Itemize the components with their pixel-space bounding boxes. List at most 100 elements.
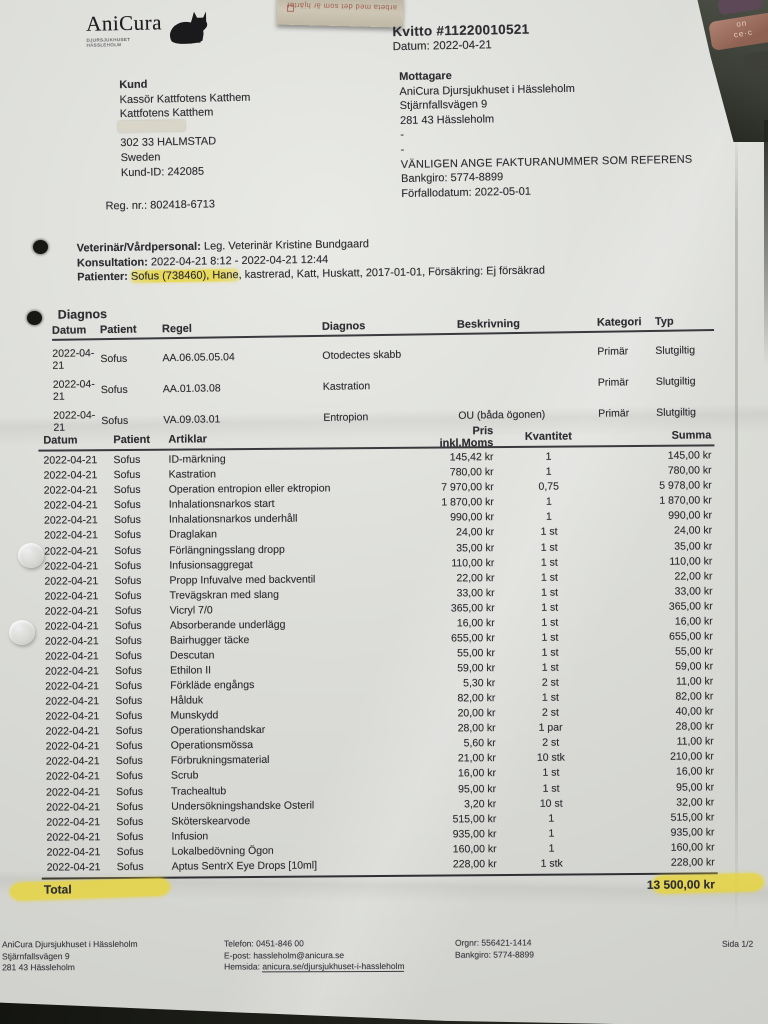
item-price: 780,00 kr bbox=[449, 466, 494, 479]
diagnosis-date: 2022-04-21 bbox=[53, 408, 96, 434]
item-sum: 55,00 kr bbox=[675, 645, 714, 658]
consultation-value: 2022-04-21 8:12 - 2022-04-21 12:44 bbox=[147, 253, 329, 269]
item-sum: 95,00 kr bbox=[676, 780, 715, 794]
item-price: 82,00 kr bbox=[457, 692, 496, 705]
item-sum: 40,00 kr bbox=[675, 705, 714, 718]
item-sum: 228,00 kr bbox=[670, 856, 715, 869]
item-quantity: 0,75 bbox=[538, 480, 559, 493]
item-date: 2022-04-21 bbox=[44, 574, 99, 588]
punch-hole bbox=[33, 240, 48, 254]
item-date: 2022-04-21 bbox=[44, 650, 99, 663]
footer-bankgiro: Bankgiro: 5774-8899 bbox=[454, 948, 534, 960]
item-article: Förlängningsslang dropp bbox=[169, 543, 285, 557]
footer-org: Orgnr: 556421-1414 Bankgiro: 5774-8899 bbox=[455, 937, 534, 960]
item-article: Draglakan bbox=[169, 528, 218, 542]
item-patient: Sofus bbox=[114, 634, 142, 647]
item-date: 2022-04-21 bbox=[44, 589, 99, 603]
item-sum: 28,00 kr bbox=[675, 720, 714, 733]
customer-name1: Kassör Kattfotens Katthem bbox=[119, 91, 251, 106]
item-price: 21,00 kr bbox=[457, 752, 496, 765]
desk-edge bbox=[764, 120, 768, 365]
item-article: Sköterskearvode bbox=[171, 814, 251, 828]
item-quantity: 1 st bbox=[541, 646, 559, 659]
redacted-address bbox=[117, 119, 186, 133]
item-quantity: 1 st bbox=[541, 661, 559, 674]
item-price: 145,42 kr bbox=[449, 451, 494, 464]
item-quantity: 10 st bbox=[539, 797, 563, 810]
footer-address-line: AniCura Djursjukhuset i Hässleholm bbox=[1, 938, 138, 950]
item-date: 2022-04-21 bbox=[44, 620, 99, 633]
item-patient: Sofus bbox=[115, 740, 143, 753]
embossed-hole bbox=[18, 543, 44, 568]
item-sum: 160,00 kr bbox=[670, 841, 715, 854]
item-sum: 16,00 kr bbox=[674, 615, 713, 628]
item-sum: 515,00 kr bbox=[670, 811, 715, 824]
footer-phone: Telefon: 0451-846 00 bbox=[223, 938, 304, 949]
logo-subtitle: DJURSJUKHUSET HÄSSLEHOLM bbox=[86, 36, 131, 49]
item-date: 2022-04-21 bbox=[46, 800, 100, 814]
item-article: Munskydd bbox=[170, 709, 219, 722]
item-date: 2022-04-21 bbox=[45, 755, 100, 769]
item-quantity: 1 bbox=[545, 465, 552, 478]
item-date: 2022-04-21 bbox=[44, 529, 98, 543]
total-label-highlight bbox=[9, 877, 171, 902]
item-quantity: 1 bbox=[545, 450, 552, 463]
diagnosis-rule-code: VA.09.03.01 bbox=[163, 412, 221, 426]
item-article: Infusion bbox=[171, 830, 209, 843]
item-sum: 35,00 kr bbox=[674, 539, 713, 553]
item-sum: 5 978,00 kr bbox=[659, 479, 712, 493]
item-quantity: 1 bbox=[548, 827, 555, 840]
diagnosis-category: Primär bbox=[597, 375, 629, 389]
item-price: 1 870,00 kr bbox=[441, 496, 494, 509]
item-price: 228,00 kr bbox=[452, 857, 497, 871]
item-price: 24,00 kr bbox=[456, 526, 495, 539]
item-sum: 110,00 kr bbox=[669, 554, 713, 568]
item-sum: 1 870,00 kr bbox=[659, 494, 712, 508]
item-date: 2022-04-21 bbox=[44, 559, 99, 573]
item-sum: 16,00 kr bbox=[675, 765, 715, 779]
item-quantity: 1 st bbox=[542, 767, 560, 780]
item-article: Scrub bbox=[170, 769, 199, 783]
item-quantity: 1 st bbox=[540, 556, 558, 569]
item-quantity: 1 bbox=[548, 842, 555, 855]
anicura-logo: AniCura DJURSJUKHUSET HÄSSLEHOLM bbox=[86, 10, 208, 49]
item-price: 655,00 kr bbox=[451, 631, 495, 645]
item-date: 2022-04-21 bbox=[46, 785, 100, 799]
item-price: 35,00 kr bbox=[456, 541, 495, 554]
item-price: 7 970,00 kr bbox=[441, 481, 494, 494]
item-date: 2022-04-21 bbox=[45, 680, 100, 693]
diagnosis-row: 2022-04-21 Sofus AA.06.05.05.04 Otodecte… bbox=[52, 338, 714, 372]
item-price: 20,00 kr bbox=[457, 707, 496, 720]
diagnosis-patient: Sofus bbox=[100, 352, 128, 365]
item-price: 110,00 kr bbox=[451, 556, 495, 569]
diagnosis-name: Otodectes skabb bbox=[322, 348, 402, 362]
item-date: 2022-04-21 bbox=[43, 514, 98, 528]
item-article: Kastration bbox=[168, 468, 216, 481]
item-article: Förbrukningsmaterial bbox=[170, 754, 270, 768]
item-date: 2022-04-21 bbox=[43, 484, 98, 497]
item-article: Undersökningshandske Osteril bbox=[171, 799, 315, 813]
item-sum: 82,00 kr bbox=[675, 690, 714, 703]
item-sum: 145,00 kr bbox=[667, 449, 712, 462]
item-article: Vicryl 7/0 bbox=[169, 604, 213, 617]
item-price: 16,00 kr bbox=[457, 767, 497, 780]
item-sum: 990,00 kr bbox=[668, 509, 713, 523]
diagnosis-description: OU (båda ögonen) bbox=[458, 408, 546, 422]
item-patient: Sofus bbox=[115, 725, 143, 738]
diagnosis-name: Entropion bbox=[323, 410, 369, 424]
item-price: 22,00 kr bbox=[456, 571, 495, 585]
punch-hole bbox=[27, 311, 42, 325]
embossed-hole bbox=[9, 620, 35, 645]
item-patient: Sofus bbox=[116, 845, 144, 858]
item-quantity: 1 st bbox=[540, 571, 558, 584]
customer-id: Kund-ID: 242085 bbox=[120, 165, 205, 179]
item-quantity: 2 st bbox=[541, 706, 560, 719]
item-quantity: 1 st bbox=[540, 541, 558, 554]
item-quantity: 2 st bbox=[542, 736, 560, 750]
item-quantity: 1 st bbox=[541, 586, 559, 599]
item-price: 33,00 kr bbox=[456, 586, 495, 600]
item-sum: 59,00 kr bbox=[675, 660, 714, 673]
diagnosis-category: Primär bbox=[597, 344, 629, 358]
items-rows: 2022-04-21 Sofus ID-märkning 145,42 kr 1… bbox=[38, 448, 717, 875]
diagnosis-rows: 2022-04-21 Sofus AA.06.05.05.04 Otodecte… bbox=[52, 338, 715, 434]
